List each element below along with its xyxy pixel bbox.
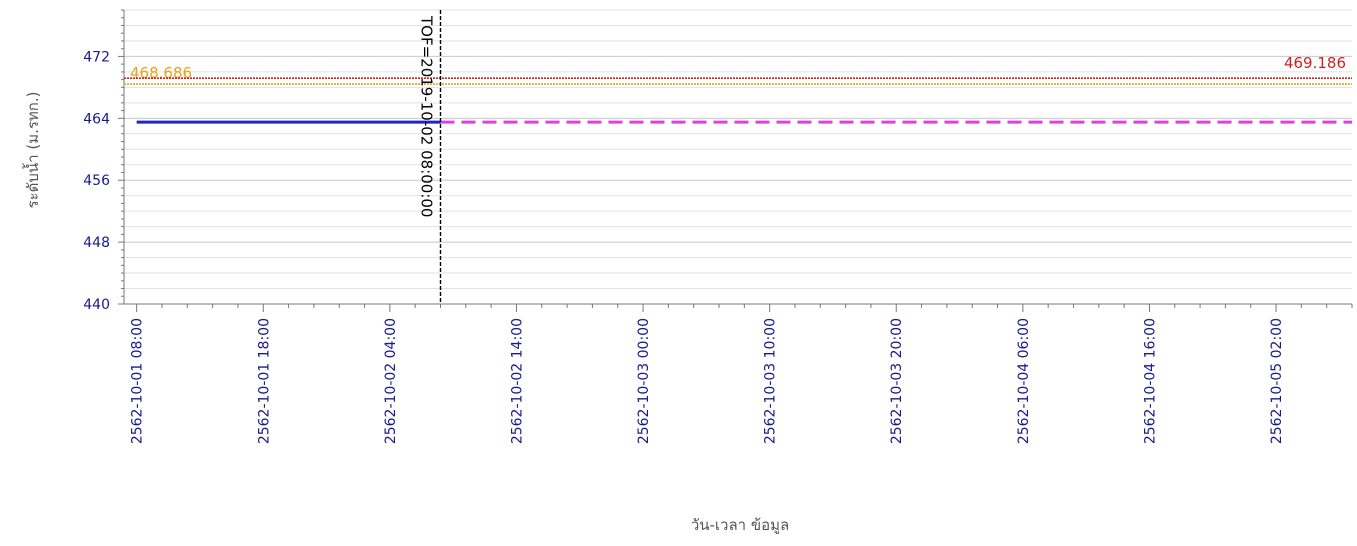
x-tick-label: 2562-10-03 10:00	[763, 318, 779, 444]
axes	[118, 9, 1353, 312]
y-tick-labels: 440 448 456 464 472	[83, 49, 110, 313]
y-axis-title: ระดับน้ำ (ม.รทก.)	[22, 92, 42, 209]
x-tick-label: 2562-10-03 00:00	[636, 318, 652, 444]
x-tick-label: 2562-10-04 06:00	[1016, 318, 1032, 444]
x-axis-title: วัน-เวลา ข้อมูล	[691, 516, 789, 534]
x-tick-label: 2562-10-05 02:00	[1269, 318, 1285, 444]
reference-line-label: 468.686	[130, 64, 192, 82]
tof-label: TOF=2019-10-02 08:00:00	[417, 15, 435, 217]
y-tick-label: 464	[83, 111, 110, 127]
x-tick-label: 2562-10-01 08:00	[130, 318, 146, 444]
x-tick-labels: 2562-10-01 08:00 2562-10-01 18:00 2562-10-…	[130, 318, 1285, 444]
y-tick-label: 456	[83, 173, 110, 189]
annotations: TOF=2019-10-02 08:00:00	[417, 10, 442, 304]
x-tick-label: 2562-10-03 20:00	[889, 318, 905, 444]
y-tick-label: 472	[83, 49, 110, 65]
x-tick-label: 2562-10-04 16:00	[1142, 318, 1158, 444]
x-tick-label: 2562-10-02 14:00	[509, 318, 525, 444]
grid-lines	[124, 9, 1352, 305]
x-tick-label: 2562-10-01 18:00	[256, 318, 272, 444]
y-tick-label: 440	[83, 297, 110, 313]
x-tick-label: 2562-10-02 04:00	[383, 318, 399, 444]
y-tick-label: 448	[83, 235, 110, 251]
reference-line-label: 469.186	[1284, 54, 1346, 72]
reference-lines: 468.686 469.186	[124, 54, 1352, 85]
